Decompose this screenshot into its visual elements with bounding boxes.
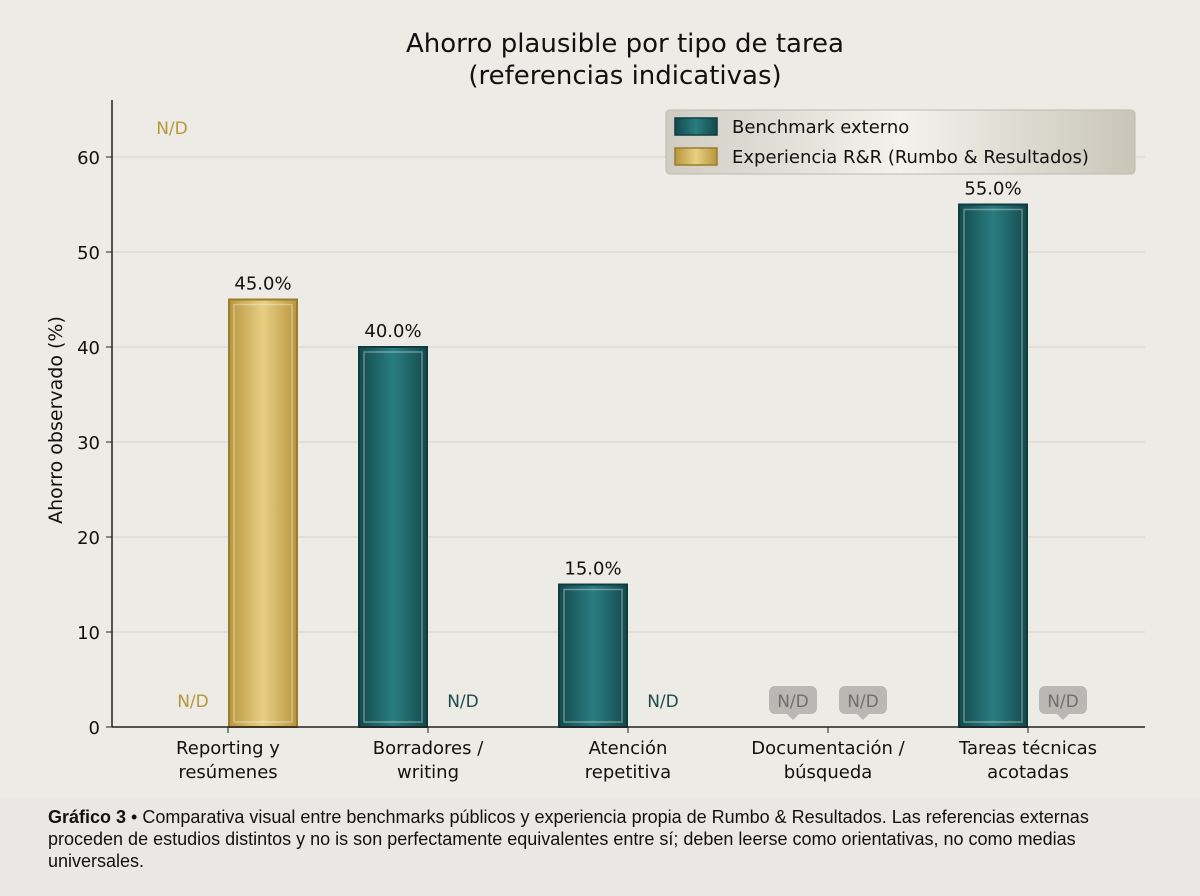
nd-label: N/D <box>1047 692 1079 712</box>
annotation: N/D <box>156 119 188 139</box>
figure-caption: Gráfico 3 • Comparativa visual entre ben… <box>48 806 1158 872</box>
nd-badge <box>1039 686 1087 714</box>
bar-bevel <box>563 588 623 723</box>
nd-label: N/D <box>177 692 209 712</box>
y-tick-label: 40 <box>77 338 100 359</box>
x-tick-label: búsqueda <box>784 762 873 783</box>
x-tick-label: Reporting y <box>176 738 280 759</box>
bar-chart: N/D 40.0% 15.0% N/D 55.0% 45.0% N/D N/D N/D N/D N/… <box>45 29 1145 783</box>
caption-band <box>0 798 1200 896</box>
x-tick-label: resúmenes <box>178 762 277 783</box>
y-tick-label: 10 <box>77 623 100 644</box>
legend-box <box>665 109 1136 175</box>
x-tick-label: Atención <box>589 738 668 759</box>
legend: Benchmark externo Experiencia R&R (Rumbo … <box>665 109 1136 175</box>
nd-label: N/D <box>447 692 479 712</box>
y-tick-label: 20 <box>77 528 100 549</box>
nd-badge-pointer <box>857 714 869 720</box>
bar <box>958 203 1028 728</box>
data-label: 15.0% <box>564 559 621 580</box>
data-label: 45.0% <box>234 274 291 295</box>
y-tick-label: 30 <box>77 433 100 454</box>
y-tick-label: 0 <box>89 718 100 739</box>
y-tick-label: 50 <box>77 243 100 264</box>
nd-label: N/D <box>847 692 879 712</box>
x-tick-label: writing <box>397 762 459 783</box>
nd-badge-pointer <box>1057 714 1069 720</box>
x-tick-label: Borradores / <box>373 738 484 759</box>
x-tick-label: Documentación / <box>751 738 905 759</box>
nd-label: N/D <box>647 692 679 712</box>
x-tick-label: Tareas técnicas <box>958 738 1097 759</box>
caption-text: • Comparativa visual entre benchmarks pú… <box>48 807 1089 871</box>
caption-label: Gráfico 3 <box>48 807 127 827</box>
legend-label: Experiencia R&R (Rumbo & Resultados) <box>732 147 1089 168</box>
data-label: 40.0% <box>364 321 421 342</box>
x-tick-label: repetitiva <box>585 762 671 783</box>
bar <box>358 346 428 728</box>
y-axis-label: Ahorro observado (%) <box>45 316 67 524</box>
legend-label: Benchmark externo <box>732 117 909 138</box>
bar <box>228 298 298 728</box>
x-tick-label: acotadas <box>987 762 1069 783</box>
nd-label: N/D <box>777 692 809 712</box>
nd-badge <box>769 686 817 714</box>
data-label: 55.0% <box>964 179 1021 200</box>
chart-title-line2: (referencias indicativas) <box>468 61 781 91</box>
bar-bevel <box>363 351 423 723</box>
bar <box>558 583 628 728</box>
legend-swatch <box>674 147 718 166</box>
y-tick-label: 60 <box>77 148 100 169</box>
chart-title-line1: Ahorro plausible por tipo de tarea <box>406 29 844 59</box>
nd-badge-pointer <box>787 714 799 720</box>
bar-bevel <box>233 303 293 723</box>
bar-bevel <box>963 208 1023 723</box>
legend-swatch <box>674 117 718 136</box>
nd-badge <box>839 686 887 714</box>
